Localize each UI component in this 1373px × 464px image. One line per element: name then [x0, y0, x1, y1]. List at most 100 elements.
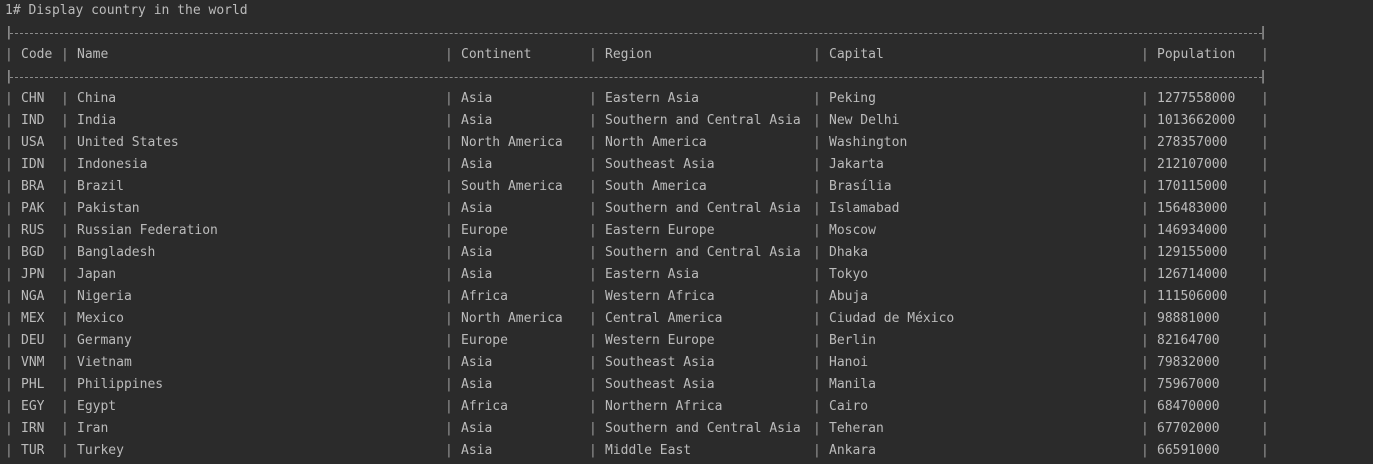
border-pipe: |: [5, 25, 13, 40]
cell-capital: Islamabad: [829, 201, 900, 216]
table-row: | | | | | | | DEU Germany Europe Western Europe Ber…: [0, 330, 1373, 352]
table-row: | | | | | | | MEX Mexico North America Central Ame…: [0, 308, 1373, 330]
column-pipe: |: [61, 443, 69, 458]
header-continent: Continent: [461, 47, 532, 62]
cell-code: IDN: [21, 157, 45, 172]
column-pipe: |: [5, 245, 13, 260]
column-pipe: |: [1141, 201, 1149, 216]
column-pipe: |: [1261, 245, 1269, 260]
table-row: | | | | | | | USA United States North America Nort…: [0, 132, 1373, 154]
table-row: | | | | | | | NGA Nigeria Africa Western Africa Abu…: [0, 286, 1373, 308]
column-pipe: |: [445, 179, 453, 194]
column-pipe: |: [1141, 421, 1149, 436]
cell-capital: Ciudad de México: [829, 311, 955, 326]
cell-continent: Africa: [461, 289, 508, 304]
column-pipe: |: [5, 91, 13, 106]
column-pipe: |: [1261, 377, 1269, 392]
column-pipe: |: [1141, 399, 1149, 414]
column-pipe: |: [61, 245, 69, 260]
cell-population: 1277558000: [1157, 91, 1236, 106]
column-pipe: |: [61, 377, 69, 392]
column-pipe: |: [61, 47, 69, 62]
table-row: | | | | | | | BGD Bangladesh Asia Southern and Cen…: [0, 242, 1373, 264]
column-pipe: |: [445, 245, 453, 260]
cell-name: Egypt: [77, 399, 117, 414]
column-pipe: |: [589, 91, 597, 106]
table-row: | | | | | | | PHL Philippines Asia Southeast Asia M…: [0, 374, 1373, 396]
column-pipe: |: [813, 91, 821, 106]
column-pipe: |: [445, 223, 453, 238]
column-pipe: |: [445, 201, 453, 216]
column-pipe: |: [5, 113, 13, 128]
header-code: Code: [21, 47, 53, 62]
cell-population: 126714000: [1157, 267, 1228, 282]
cell-continent: Asia: [461, 267, 493, 282]
cell-name: Pakistan: [77, 201, 140, 216]
cell-population: 82164700: [1157, 333, 1220, 348]
cell-code: USA: [21, 135, 45, 150]
column-pipe: |: [445, 355, 453, 370]
header-region: Region: [605, 47, 652, 62]
cell-population: 170115000: [1157, 179, 1228, 194]
cell-region: South America: [605, 179, 707, 194]
cell-continent: Europe: [461, 223, 508, 238]
column-pipe: |: [589, 443, 597, 458]
cell-code: PAK: [21, 201, 45, 216]
column-pipe: |: [589, 377, 597, 392]
column-pipe: |: [1261, 135, 1269, 150]
column-pipe: |: [61, 201, 69, 216]
cell-code: CHN: [21, 91, 45, 106]
column-pipe: |: [5, 47, 13, 62]
cell-name: Vietnam: [77, 355, 132, 370]
cell-population: 75967000: [1157, 377, 1220, 392]
column-pipe: |: [589, 223, 597, 238]
column-pipe: |: [1261, 223, 1269, 238]
column-pipe: |: [61, 267, 69, 282]
column-pipe: |: [813, 289, 821, 304]
column-pipe: |: [1141, 311, 1149, 326]
column-pipe: |: [5, 289, 13, 304]
table-row: | | | | | | | PAK Pakistan Asia Southern and Centr…: [0, 198, 1373, 220]
cell-capital: Manila: [829, 377, 876, 392]
column-pipe: |: [1141, 157, 1149, 172]
cell-capital: Cairo: [829, 399, 869, 414]
cell-region: Eastern Asia: [605, 267, 699, 282]
column-pipe: |: [61, 289, 69, 304]
cell-region: Middle East: [605, 443, 692, 458]
column-pipe: |: [589, 179, 597, 194]
column-pipe: |: [1261, 333, 1269, 348]
cell-capital: Dhaka: [829, 245, 869, 260]
column-pipe: |: [61, 399, 69, 414]
cell-capital: Teheran: [829, 421, 884, 436]
column-pipe: |: [445, 135, 453, 150]
cell-population: 156483000: [1157, 201, 1228, 216]
cell-population: 278357000: [1157, 135, 1228, 150]
cell-region: Southern and Central Asia: [605, 201, 801, 216]
cell-continent: Asia: [461, 245, 493, 260]
column-pipe: |: [61, 113, 69, 128]
column-pipe: |: [589, 267, 597, 282]
column-pipe: |: [813, 311, 821, 326]
cell-name: Germany: [77, 333, 132, 348]
cell-name: China: [77, 91, 117, 106]
column-pipe: |: [1141, 377, 1149, 392]
header-name: Name: [77, 47, 109, 62]
cell-name: Philippines: [77, 377, 164, 392]
column-pipe: |: [5, 443, 13, 458]
column-pipe: |: [5, 157, 13, 172]
cell-population: 129155000: [1157, 245, 1228, 260]
cell-region: Southern and Central Asia: [605, 421, 801, 436]
cell-continent: Africa: [461, 399, 508, 414]
column-pipe: |: [1141, 355, 1149, 370]
column-pipe: |: [445, 443, 453, 458]
cell-region: Southern and Central Asia: [605, 113, 801, 128]
column-pipe: |: [5, 399, 13, 414]
column-pipe: |: [589, 311, 597, 326]
cell-continent: Europe: [461, 333, 508, 348]
cell-population: 1013662000: [1157, 113, 1236, 128]
column-pipe: |: [445, 91, 453, 106]
cell-population: 66591000: [1157, 443, 1220, 458]
table-header-border: | |: [5, 66, 1267, 88]
cell-continent: Asia: [461, 355, 493, 370]
